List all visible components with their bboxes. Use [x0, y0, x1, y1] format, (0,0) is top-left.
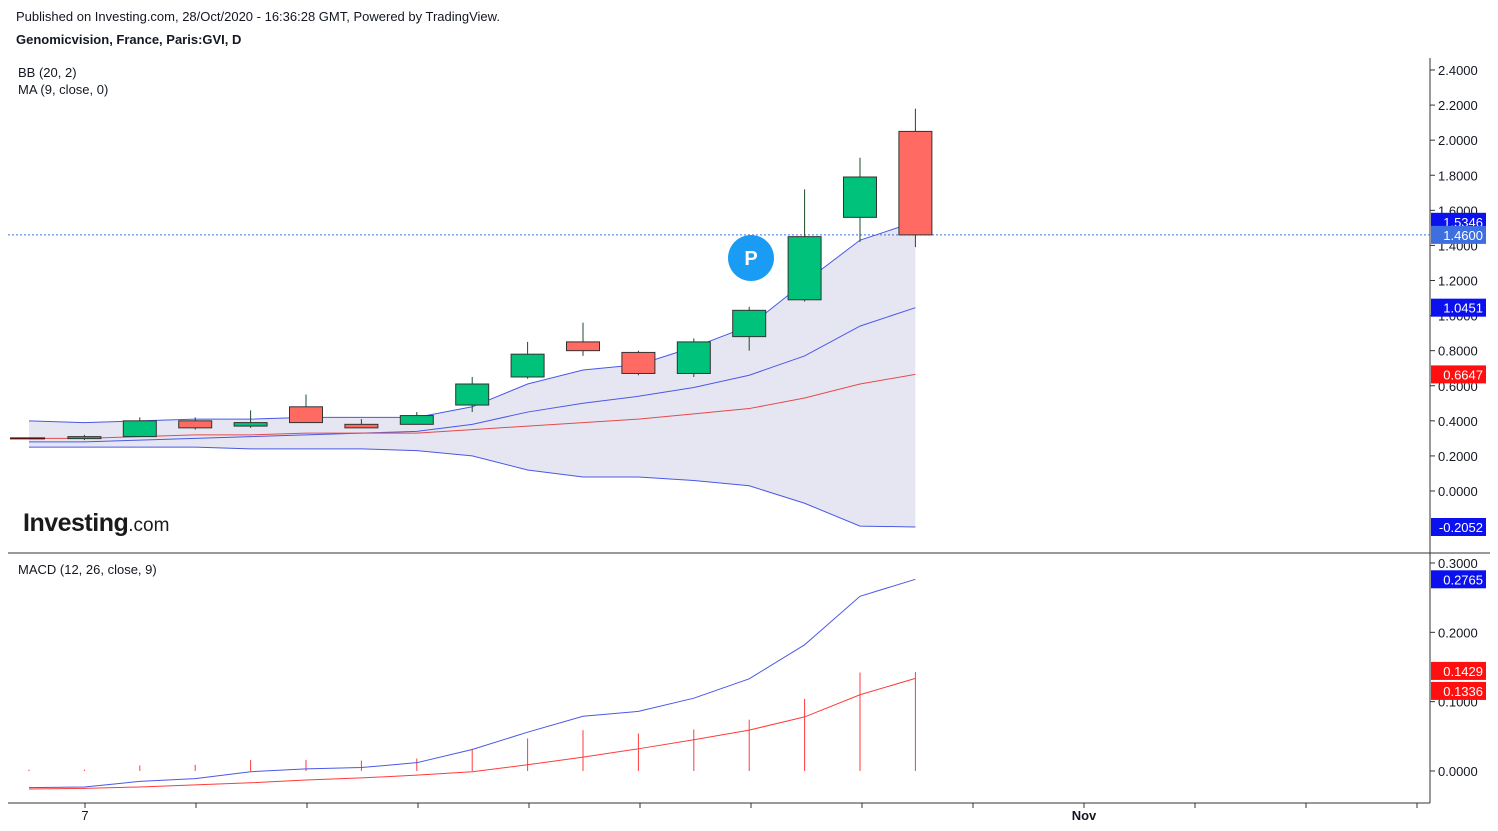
- candle-up: [233, 422, 268, 427]
- price-badge-label: 0.6647: [1443, 367, 1483, 382]
- macd-badge-label: 0.2765: [1443, 572, 1483, 587]
- price-tick-label: 2.4000: [1438, 63, 1478, 78]
- macd-badge-label: 0.1429: [1443, 664, 1483, 679]
- macd-badge: [1431, 570, 1486, 589]
- macd-badge-label: 0.1336: [1443, 684, 1483, 699]
- price-tick-label: 1.8000: [1438, 168, 1478, 183]
- bb-middle-line: [29, 307, 916, 443]
- ma-line: [29, 373, 916, 439]
- price-tick-label: 2.2000: [1438, 98, 1478, 113]
- price-tick-label: 0.0000: [1438, 484, 1478, 499]
- candle-down: [566, 341, 600, 352]
- price-badge-label: 1.4600: [1443, 228, 1483, 243]
- price-badge: [1431, 225, 1486, 244]
- logo-text: Investing: [23, 509, 129, 537]
- price-tick-label: 0.4000: [1438, 414, 1478, 429]
- price-badge: [1431, 517, 1486, 536]
- signal-line: [28, 677, 916, 790]
- candle-up: [399, 415, 434, 425]
- macd-tick-label: 0.3000: [1438, 556, 1478, 571]
- bollinger-band-fill: [29, 221, 916, 527]
- p-marker-icon: [728, 235, 774, 281]
- price-tick-label: 0.2000: [1438, 449, 1478, 464]
- price-badge-label: -0.2052: [1439, 520, 1483, 535]
- price-badge: [1431, 365, 1486, 384]
- candle-up: [787, 236, 822, 301]
- time-label-nov: Nov: [1072, 808, 1097, 823]
- candle-up: [843, 176, 877, 218]
- ma-indicator-label[interactable]: MA (9, close, 0): [18, 82, 109, 97]
- macd-tick-label: 0.0000: [1438, 764, 1478, 779]
- macd-badge: [1431, 681, 1486, 700]
- price-badge-label: 1.0451: [1443, 301, 1483, 316]
- bb-lower-line: [29, 446, 916, 528]
- p-marker-label: P: [744, 248, 757, 270]
- candle-down: [289, 406, 323, 424]
- candle-up: [67, 436, 102, 440]
- price-tick-label: 1.2000: [1438, 274, 1478, 289]
- candle-up: [676, 341, 711, 374]
- macd-indicator-label[interactable]: MACD (12, 26, close, 9): [18, 562, 157, 577]
- candle-up: [732, 309, 767, 338]
- price-tick-label: 0.8000: [1438, 344, 1478, 359]
- macd-tick-label: 0.2000: [1438, 625, 1478, 640]
- candle-down: [898, 130, 933, 236]
- candle-up: [122, 420, 157, 438]
- candle-down: [344, 423, 379, 429]
- candle-up: [510, 353, 545, 378]
- price-badge: [1431, 298, 1486, 317]
- macd-line: [28, 578, 916, 789]
- published-line: Published on Investing.com, 28/Oct/2020 …: [16, 9, 500, 24]
- bb-indicator-label[interactable]: BB (20, 2): [18, 65, 77, 80]
- candle-down: [621, 351, 656, 374]
- investing-logo: Investing.com: [23, 509, 169, 538]
- instrument-title: Genomicvision, France, Paris:GVI, D: [16, 32, 242, 47]
- price-tick-label: 2.0000: [1438, 133, 1478, 148]
- candle-up: [455, 383, 490, 406]
- logo-suffix: .com: [128, 515, 170, 536]
- macd-badge: [1431, 661, 1486, 680]
- time-label-7: 7: [81, 808, 88, 823]
- candle-down: [178, 420, 213, 429]
